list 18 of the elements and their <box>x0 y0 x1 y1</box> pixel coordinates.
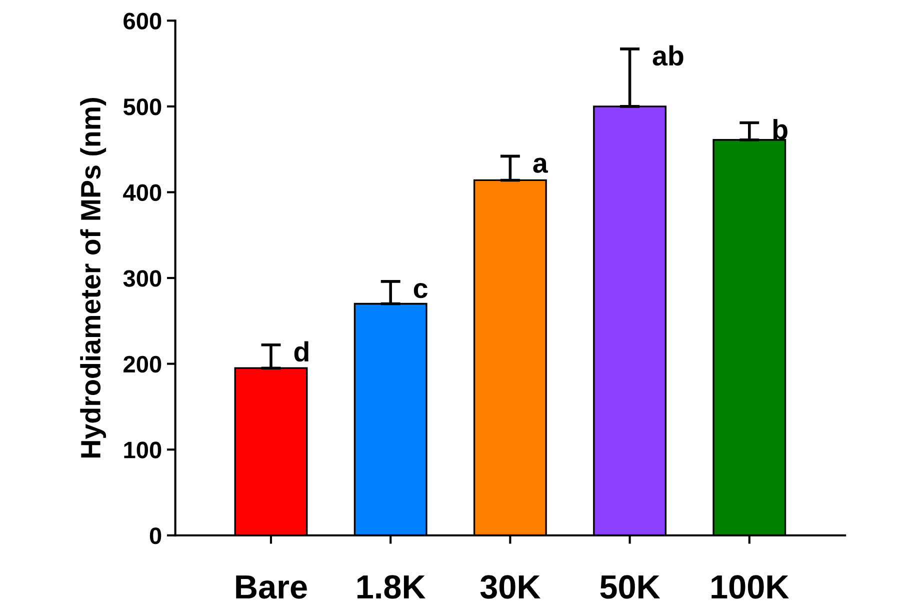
x-tick-label: Bare <box>236 575 307 599</box>
x-tick-label: 100K <box>712 575 789 599</box>
y-tick-label: 200 <box>124 356 162 373</box>
x-tick-label: 1.8K <box>357 575 426 599</box>
x-tick-label: 30K <box>480 575 540 599</box>
y-tick-label: 300 <box>123 270 162 287</box>
annotation: a <box>533 158 548 173</box>
annotation: ab <box>652 45 684 66</box>
y-tick-label: 600 <box>124 12 162 30</box>
annotation: b <box>773 119 788 140</box>
y-tick-label: 400 <box>123 184 162 202</box>
y-tick-label: 0 <box>150 527 162 544</box>
y-axis-title: Hydrodiameter of MPs (nm) <box>80 98 106 458</box>
annotation: d <box>294 341 308 362</box>
x-tick-label: 50K <box>600 575 660 599</box>
y-tick-label: 500 <box>123 98 162 116</box>
y-tick-label: 100 <box>124 442 162 458</box>
annotation: c <box>414 282 428 298</box>
